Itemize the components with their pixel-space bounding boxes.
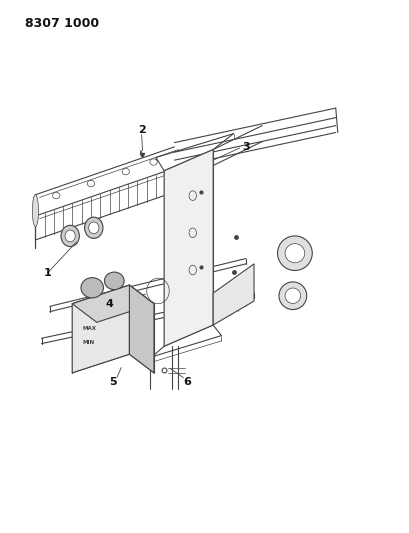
Polygon shape [213,264,254,325]
Ellipse shape [32,195,38,227]
Text: 5: 5 [109,377,117,387]
Ellipse shape [65,230,75,242]
Ellipse shape [87,180,94,187]
Text: 1: 1 [44,268,52,278]
Text: 6: 6 [183,377,191,387]
Ellipse shape [81,278,103,298]
Text: 8307 1000: 8307 1000 [25,17,99,30]
Text: MAX: MAX [82,326,96,331]
Text: 4: 4 [105,298,112,309]
Ellipse shape [122,168,129,175]
Text: 3: 3 [241,142,249,152]
Polygon shape [129,285,153,373]
Ellipse shape [104,272,124,289]
Ellipse shape [278,282,306,310]
Ellipse shape [284,288,300,303]
Polygon shape [72,285,129,373]
Ellipse shape [277,236,312,270]
Ellipse shape [61,225,79,247]
Ellipse shape [284,244,304,263]
Ellipse shape [88,222,99,233]
Polygon shape [164,150,213,346]
Ellipse shape [149,159,157,165]
Text: MIN: MIN [82,340,94,345]
Polygon shape [72,285,153,322]
Ellipse shape [52,192,60,199]
Ellipse shape [84,217,103,238]
Text: 2: 2 [137,125,145,135]
